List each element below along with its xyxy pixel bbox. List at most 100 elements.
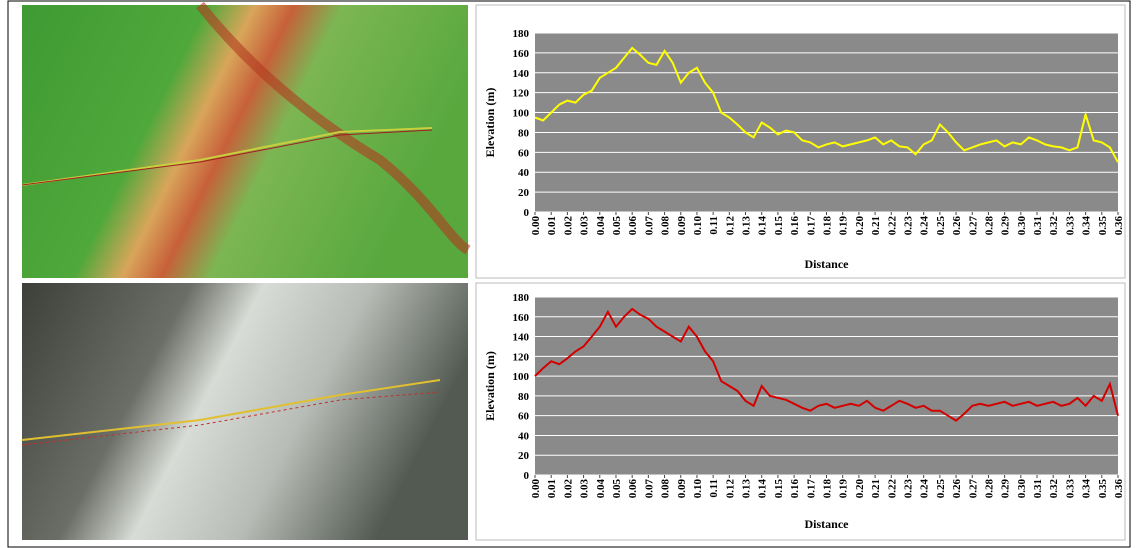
x-tick-label: 0.36 <box>1113 479 1125 499</box>
x-tick-label: 0.00 <box>530 216 542 236</box>
x-tick-label: 0.19 <box>838 216 850 236</box>
x-tick-label: 0.22 <box>886 479 898 499</box>
x-tick-label: 0.01 <box>546 479 558 498</box>
x-tick-label: 0.23 <box>902 479 914 499</box>
y-tick-label: 140 <box>513 332 530 344</box>
profile-line <box>21 127 433 186</box>
y-tick-label: 60 <box>518 411 530 423</box>
x-tick-label: 0.28 <box>983 216 995 236</box>
x-tick-label: 0.36 <box>1113 216 1125 236</box>
x-tick-label: 0.18 <box>822 216 834 236</box>
x-tick-label: 0.09 <box>676 479 688 499</box>
x-tick-label: 0.32 <box>1048 216 1060 236</box>
x-tick-label: 0.19 <box>838 479 850 499</box>
y-tick-label: 20 <box>518 450 530 462</box>
x-tick-label: 0.21 <box>870 216 882 235</box>
frame <box>7 0 1131 548</box>
x-tick-label: 0.10 <box>692 479 704 499</box>
x-tick-label: 0.29 <box>1000 479 1012 499</box>
profile-line <box>21 379 441 441</box>
y-tick-label: 120 <box>513 351 530 363</box>
elevation-line <box>534 307 1119 422</box>
y-tick-label: 0 <box>524 470 530 482</box>
profile-line <box>21 129 433 186</box>
x-tick-label: 0.12 <box>724 479 736 499</box>
plot-area <box>535 33 1118 212</box>
y-tick-label: 20 <box>518 187 530 199</box>
x-tick-label: 0.33 <box>1064 479 1076 499</box>
x-tick-label: 0.24 <box>919 479 931 499</box>
x-tick-label: 0.26 <box>951 216 963 236</box>
elevation-map <box>22 5 468 278</box>
x-tick-label: 0.11 <box>708 479 720 498</box>
x-tick-label: 0.20 <box>854 216 866 236</box>
x-axis-label: Distance <box>805 517 850 531</box>
y-tick-label: 140 <box>513 68 530 80</box>
x-tick-label: 0.04 <box>595 216 607 236</box>
x-tick-label: 0.10 <box>692 216 704 236</box>
y-tick-label: 160 <box>513 48 530 60</box>
x-tick-label: 0.13 <box>741 479 753 499</box>
x-tick-label: 0.12 <box>724 216 736 236</box>
x-tick-label: 0.01 <box>546 216 558 235</box>
x-tick-label: 0.07 <box>643 479 655 499</box>
y-tick-label: 120 <box>513 88 530 100</box>
x-tick-label: 0.27 <box>967 216 979 236</box>
x-tick-label: 0.26 <box>951 479 963 499</box>
y-tick-label: 40 <box>518 430 530 442</box>
y-tick-label: 180 <box>513 28 530 40</box>
x-tick-label: 0.21 <box>870 479 882 498</box>
x-tick-label: 0.13 <box>741 216 753 236</box>
x-tick-label: 0.25 <box>935 216 947 236</box>
x-tick-label: 0.08 <box>660 479 672 499</box>
x-tick-label: 0.04 <box>595 479 607 499</box>
x-tick-label: 0.11 <box>708 216 720 235</box>
x-tick-label: 0.27 <box>967 479 979 499</box>
x-tick-label: 0.03 <box>579 216 591 236</box>
x-tick-label: 0.30 <box>1016 216 1028 236</box>
y-tick-label: 80 <box>518 391 530 403</box>
x-tick-label: 0.32 <box>1048 479 1060 499</box>
ridge <box>196 1 471 255</box>
x-axis-label: Distance <box>805 257 850 271</box>
y-tick-label: 80 <box>518 127 530 139</box>
y-tick-label: 0 <box>524 207 530 219</box>
x-tick-label: 0.02 <box>562 479 574 499</box>
x-tick-label: 0.25 <box>935 479 947 499</box>
x-tick-label: 0.28 <box>983 479 995 499</box>
x-tick-label: 0.08 <box>660 216 672 236</box>
x-tick-label: 0.35 <box>1097 479 1109 499</box>
x-tick-label: 0.23 <box>902 216 914 236</box>
plot-area <box>535 297 1118 475</box>
y-tick-label: 40 <box>518 167 530 179</box>
elevation-line <box>534 46 1119 163</box>
y-axis-label: Elevation (m) <box>483 351 497 421</box>
x-tick-label: 0.15 <box>773 479 785 499</box>
x-tick-label: 0.00 <box>530 479 542 499</box>
x-tick-label: 0.16 <box>789 479 801 499</box>
x-tick-label: 0.24 <box>919 216 931 236</box>
x-tick-label: 0.29 <box>1000 216 1012 236</box>
x-tick-label: 0.05 <box>611 479 623 499</box>
y-tick-label: 100 <box>513 108 530 120</box>
x-tick-label: 0.20 <box>854 479 866 499</box>
x-tick-label: 0.16 <box>789 216 801 236</box>
x-tick-label: 0.14 <box>757 216 769 236</box>
x-tick-label: 0.18 <box>822 479 834 499</box>
x-tick-label: 0.22 <box>886 216 898 236</box>
x-tick-label: 0.31 <box>1032 479 1044 498</box>
x-tick-label: 0.14 <box>757 479 769 499</box>
y-tick-label: 160 <box>513 312 530 324</box>
x-tick-label: 0.17 <box>805 216 817 236</box>
x-tick-label: 0.06 <box>627 479 639 499</box>
x-tick-label: 0.15 <box>773 216 785 236</box>
x-tick-label: 0.02 <box>562 216 574 236</box>
y-tick-label: 100 <box>513 371 530 383</box>
x-tick-label: 0.33 <box>1064 216 1076 236</box>
x-tick-label: 0.17 <box>805 479 817 499</box>
x-tick-label: 0.34 <box>1081 216 1093 236</box>
y-tick-label: 180 <box>513 292 530 304</box>
x-tick-label: 0.35 <box>1097 216 1109 236</box>
